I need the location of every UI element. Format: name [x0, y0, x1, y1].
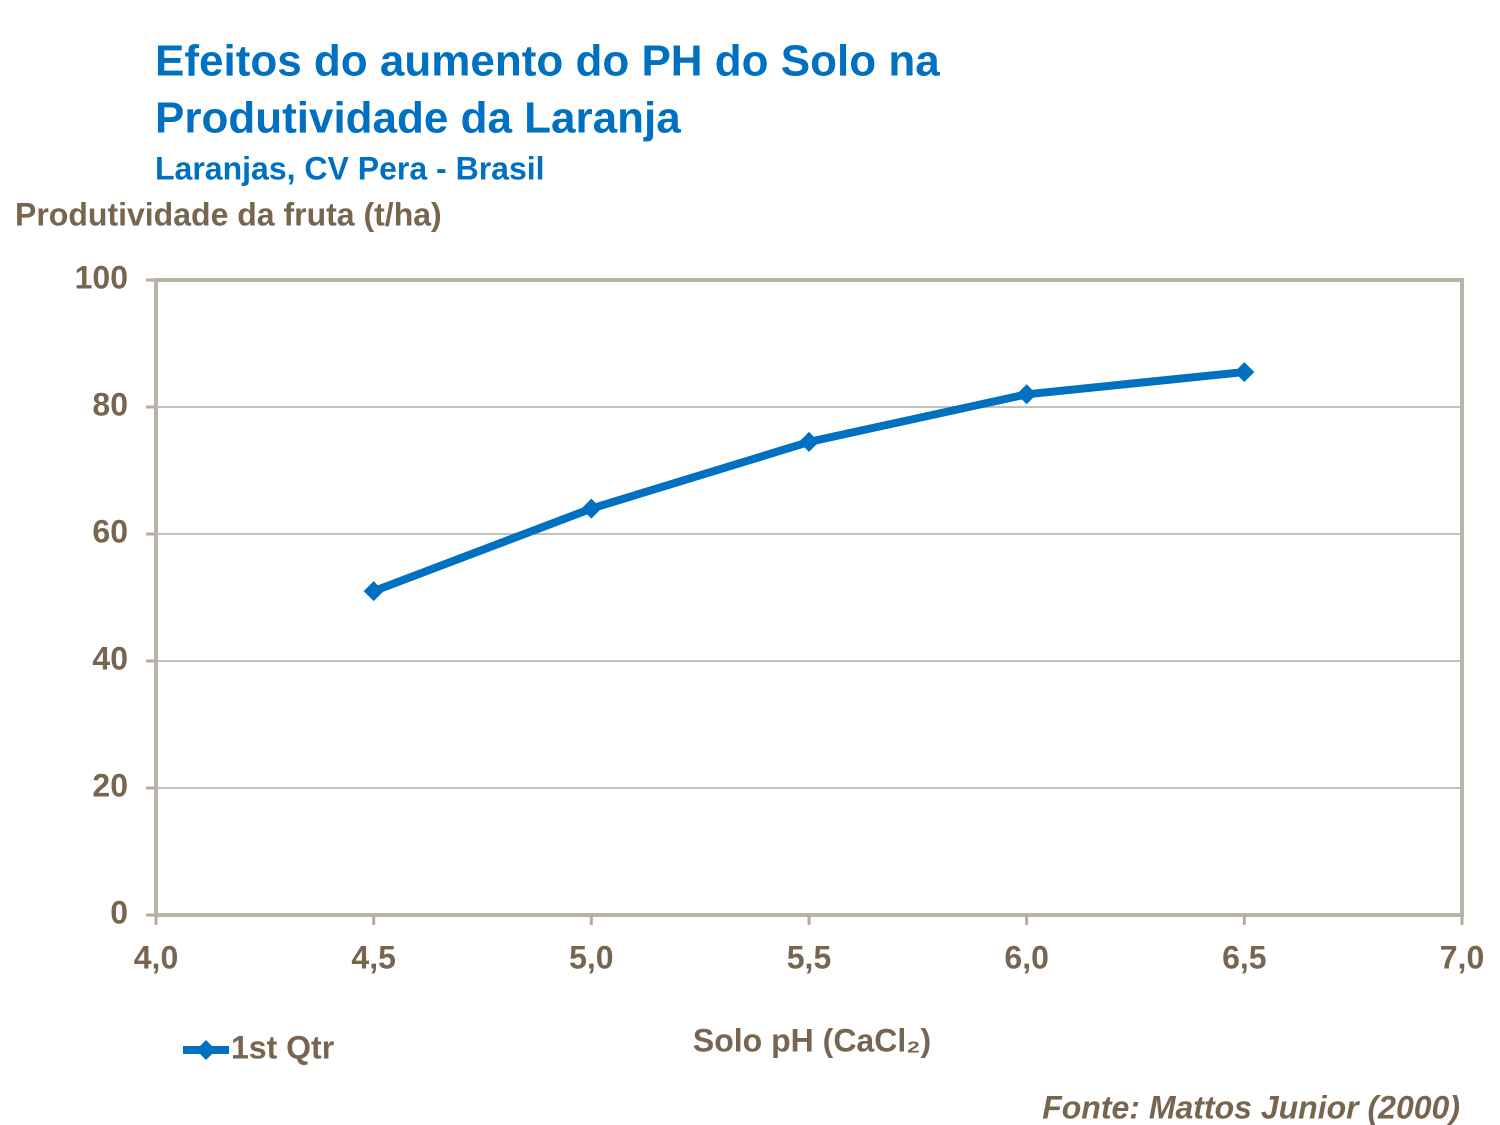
plot-border	[154, 278, 1464, 917]
x-tick-label: 4,0	[134, 939, 178, 975]
marker	[581, 498, 602, 519]
chart-title: Efeitos do aumento do PH do Solo na	[155, 37, 940, 86]
x-tick-label: 6,5	[1222, 939, 1266, 975]
y-tick-label: 40	[92, 640, 128, 676]
chart-subtitle: Laranjas, CV Pera - Brasil	[155, 150, 545, 186]
x-tick-label: 6,0	[1004, 939, 1048, 975]
y-tick-label: 100	[75, 259, 128, 295]
marker	[799, 431, 819, 452]
legend-marker	[196, 1040, 216, 1060]
y-tick-label: 0	[110, 894, 128, 930]
marker	[1016, 384, 1037, 405]
x-tick-label: 5,0	[569, 939, 613, 975]
y-axis-label: Produtividade da fruta (t/ha)	[15, 196, 442, 232]
y-tick-label: 60	[92, 513, 128, 549]
x-axis-label: Solo pH (CaCl₂)	[693, 1022, 931, 1058]
x-tick-label: 5,5	[787, 939, 831, 975]
y-tick-label: 20	[92, 767, 128, 803]
x-tick-label: 4,5	[351, 939, 395, 975]
chart-title: Produtividade da Laranja	[155, 94, 681, 143]
x-tick-label: 7,0	[1440, 939, 1484, 975]
marker	[1234, 362, 1255, 383]
source: Fonte: Mattos Junior (2000)	[1042, 1089, 1460, 1125]
line	[372, 368, 1245, 595]
legend-label: 1st Qtr	[231, 1029, 334, 1065]
marker	[363, 581, 384, 602]
y-tick-label: 80	[92, 386, 128, 422]
